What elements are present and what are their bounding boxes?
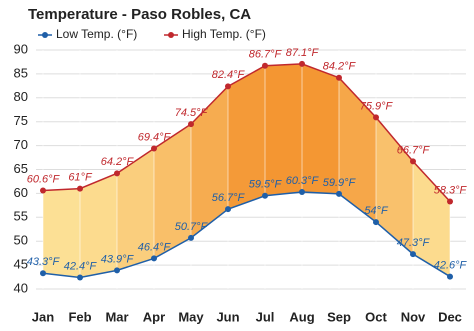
value-label: 75.9°F bbox=[360, 100, 394, 112]
y-tick-label: 65 bbox=[14, 161, 28, 176]
value-label: 64.2°F bbox=[101, 156, 135, 168]
series-line bbox=[42, 191, 451, 279]
value-label: 86.7°F bbox=[249, 49, 283, 61]
value-label: 47.3°F bbox=[397, 237, 431, 249]
range-band bbox=[117, 148, 154, 271]
value-label: 87.1°F bbox=[286, 47, 320, 59]
data-point bbox=[336, 190, 342, 197]
data-point bbox=[151, 145, 157, 152]
range-band bbox=[339, 77, 376, 223]
x-tick-label: Nov bbox=[401, 309, 426, 324]
y-tick-label: 60 bbox=[14, 185, 28, 200]
y-tick-label: 75 bbox=[14, 113, 28, 128]
data-point bbox=[262, 192, 268, 199]
data-point bbox=[225, 206, 231, 213]
legend-label: Low Temp. (°F) bbox=[56, 27, 137, 41]
data-point bbox=[151, 255, 157, 262]
data-point bbox=[114, 267, 120, 274]
value-label: 59.5°F bbox=[249, 179, 283, 191]
range-band bbox=[302, 63, 339, 194]
y-tick-label: 55 bbox=[14, 209, 28, 224]
y-tick-label: 80 bbox=[14, 89, 28, 104]
range-band bbox=[376, 117, 413, 255]
data-point bbox=[77, 274, 83, 281]
x-tick-label: Aug bbox=[289, 309, 314, 324]
data-point bbox=[77, 185, 83, 192]
value-label: 43.9°F bbox=[101, 253, 135, 265]
range-band bbox=[228, 65, 265, 210]
range-band bbox=[413, 161, 450, 277]
data-point bbox=[40, 270, 46, 277]
data-point bbox=[188, 121, 194, 128]
value-label: 50.7°F bbox=[175, 221, 209, 233]
x-tick-label: Jan bbox=[32, 309, 54, 324]
x-tick-label: Mar bbox=[105, 309, 128, 324]
data-point bbox=[188, 234, 194, 241]
x-tick-label: Feb bbox=[68, 309, 91, 324]
value-label: 60.6°F bbox=[27, 173, 61, 185]
value-label: 61°F bbox=[68, 172, 93, 184]
value-label: 82.4°F bbox=[212, 69, 246, 81]
data-point bbox=[114, 170, 120, 177]
range-band bbox=[43, 188, 80, 278]
value-label: 54°F bbox=[364, 205, 389, 217]
x-tick-label: Jul bbox=[256, 309, 275, 324]
value-label: 42.6°F bbox=[434, 259, 468, 271]
value-label: 59.9°F bbox=[323, 177, 357, 189]
data-point bbox=[336, 74, 342, 81]
y-tick-label: 40 bbox=[14, 280, 28, 295]
legend-marker bbox=[168, 32, 174, 38]
range-band bbox=[191, 86, 228, 238]
value-label: 43.3°F bbox=[27, 256, 61, 268]
y-tick-label: 85 bbox=[14, 65, 28, 80]
data-point bbox=[225, 83, 231, 90]
y-tick-label: 50 bbox=[14, 233, 28, 248]
x-tick-label: Jun bbox=[216, 309, 239, 324]
value-label: 58.3°F bbox=[434, 184, 468, 196]
value-label: 69.4°F bbox=[138, 131, 172, 143]
data-point bbox=[410, 251, 416, 258]
x-tick-label: Dec bbox=[438, 309, 462, 324]
data-point bbox=[299, 60, 305, 67]
range-band bbox=[154, 124, 191, 259]
y-tick-label: 45 bbox=[14, 257, 28, 272]
data-point bbox=[373, 219, 379, 226]
data-point bbox=[373, 114, 379, 121]
y-tick-label: 90 bbox=[14, 41, 28, 56]
range-band bbox=[80, 173, 117, 278]
x-tick-label: May bbox=[178, 309, 204, 324]
x-tick-label: Apr bbox=[143, 309, 165, 324]
range-band bbox=[265, 63, 302, 196]
data-point bbox=[299, 188, 305, 195]
x-tick-label: Oct bbox=[365, 309, 387, 324]
value-label: 74.5°F bbox=[175, 107, 209, 119]
data-point bbox=[447, 198, 453, 205]
value-label: 46.4°F bbox=[138, 241, 172, 253]
value-label: 66.7°F bbox=[397, 144, 431, 156]
data-point bbox=[447, 273, 453, 280]
legend-label: High Temp. (°F) bbox=[182, 27, 266, 41]
chart-title: Temperature - Paso Robles, CA bbox=[28, 6, 251, 23]
y-tick-label: 70 bbox=[14, 137, 28, 152]
value-label: 56.7°F bbox=[212, 192, 246, 204]
value-label: 42.4°F bbox=[64, 260, 98, 272]
data-point bbox=[410, 158, 416, 165]
data-point bbox=[40, 187, 46, 194]
data-point bbox=[262, 62, 268, 69]
legend-marker bbox=[42, 32, 48, 38]
x-tick-label: Sep bbox=[327, 309, 351, 324]
value-label: 84.2°F bbox=[323, 61, 357, 73]
value-label: 60.3°F bbox=[286, 175, 320, 187]
series-line bbox=[42, 63, 451, 203]
